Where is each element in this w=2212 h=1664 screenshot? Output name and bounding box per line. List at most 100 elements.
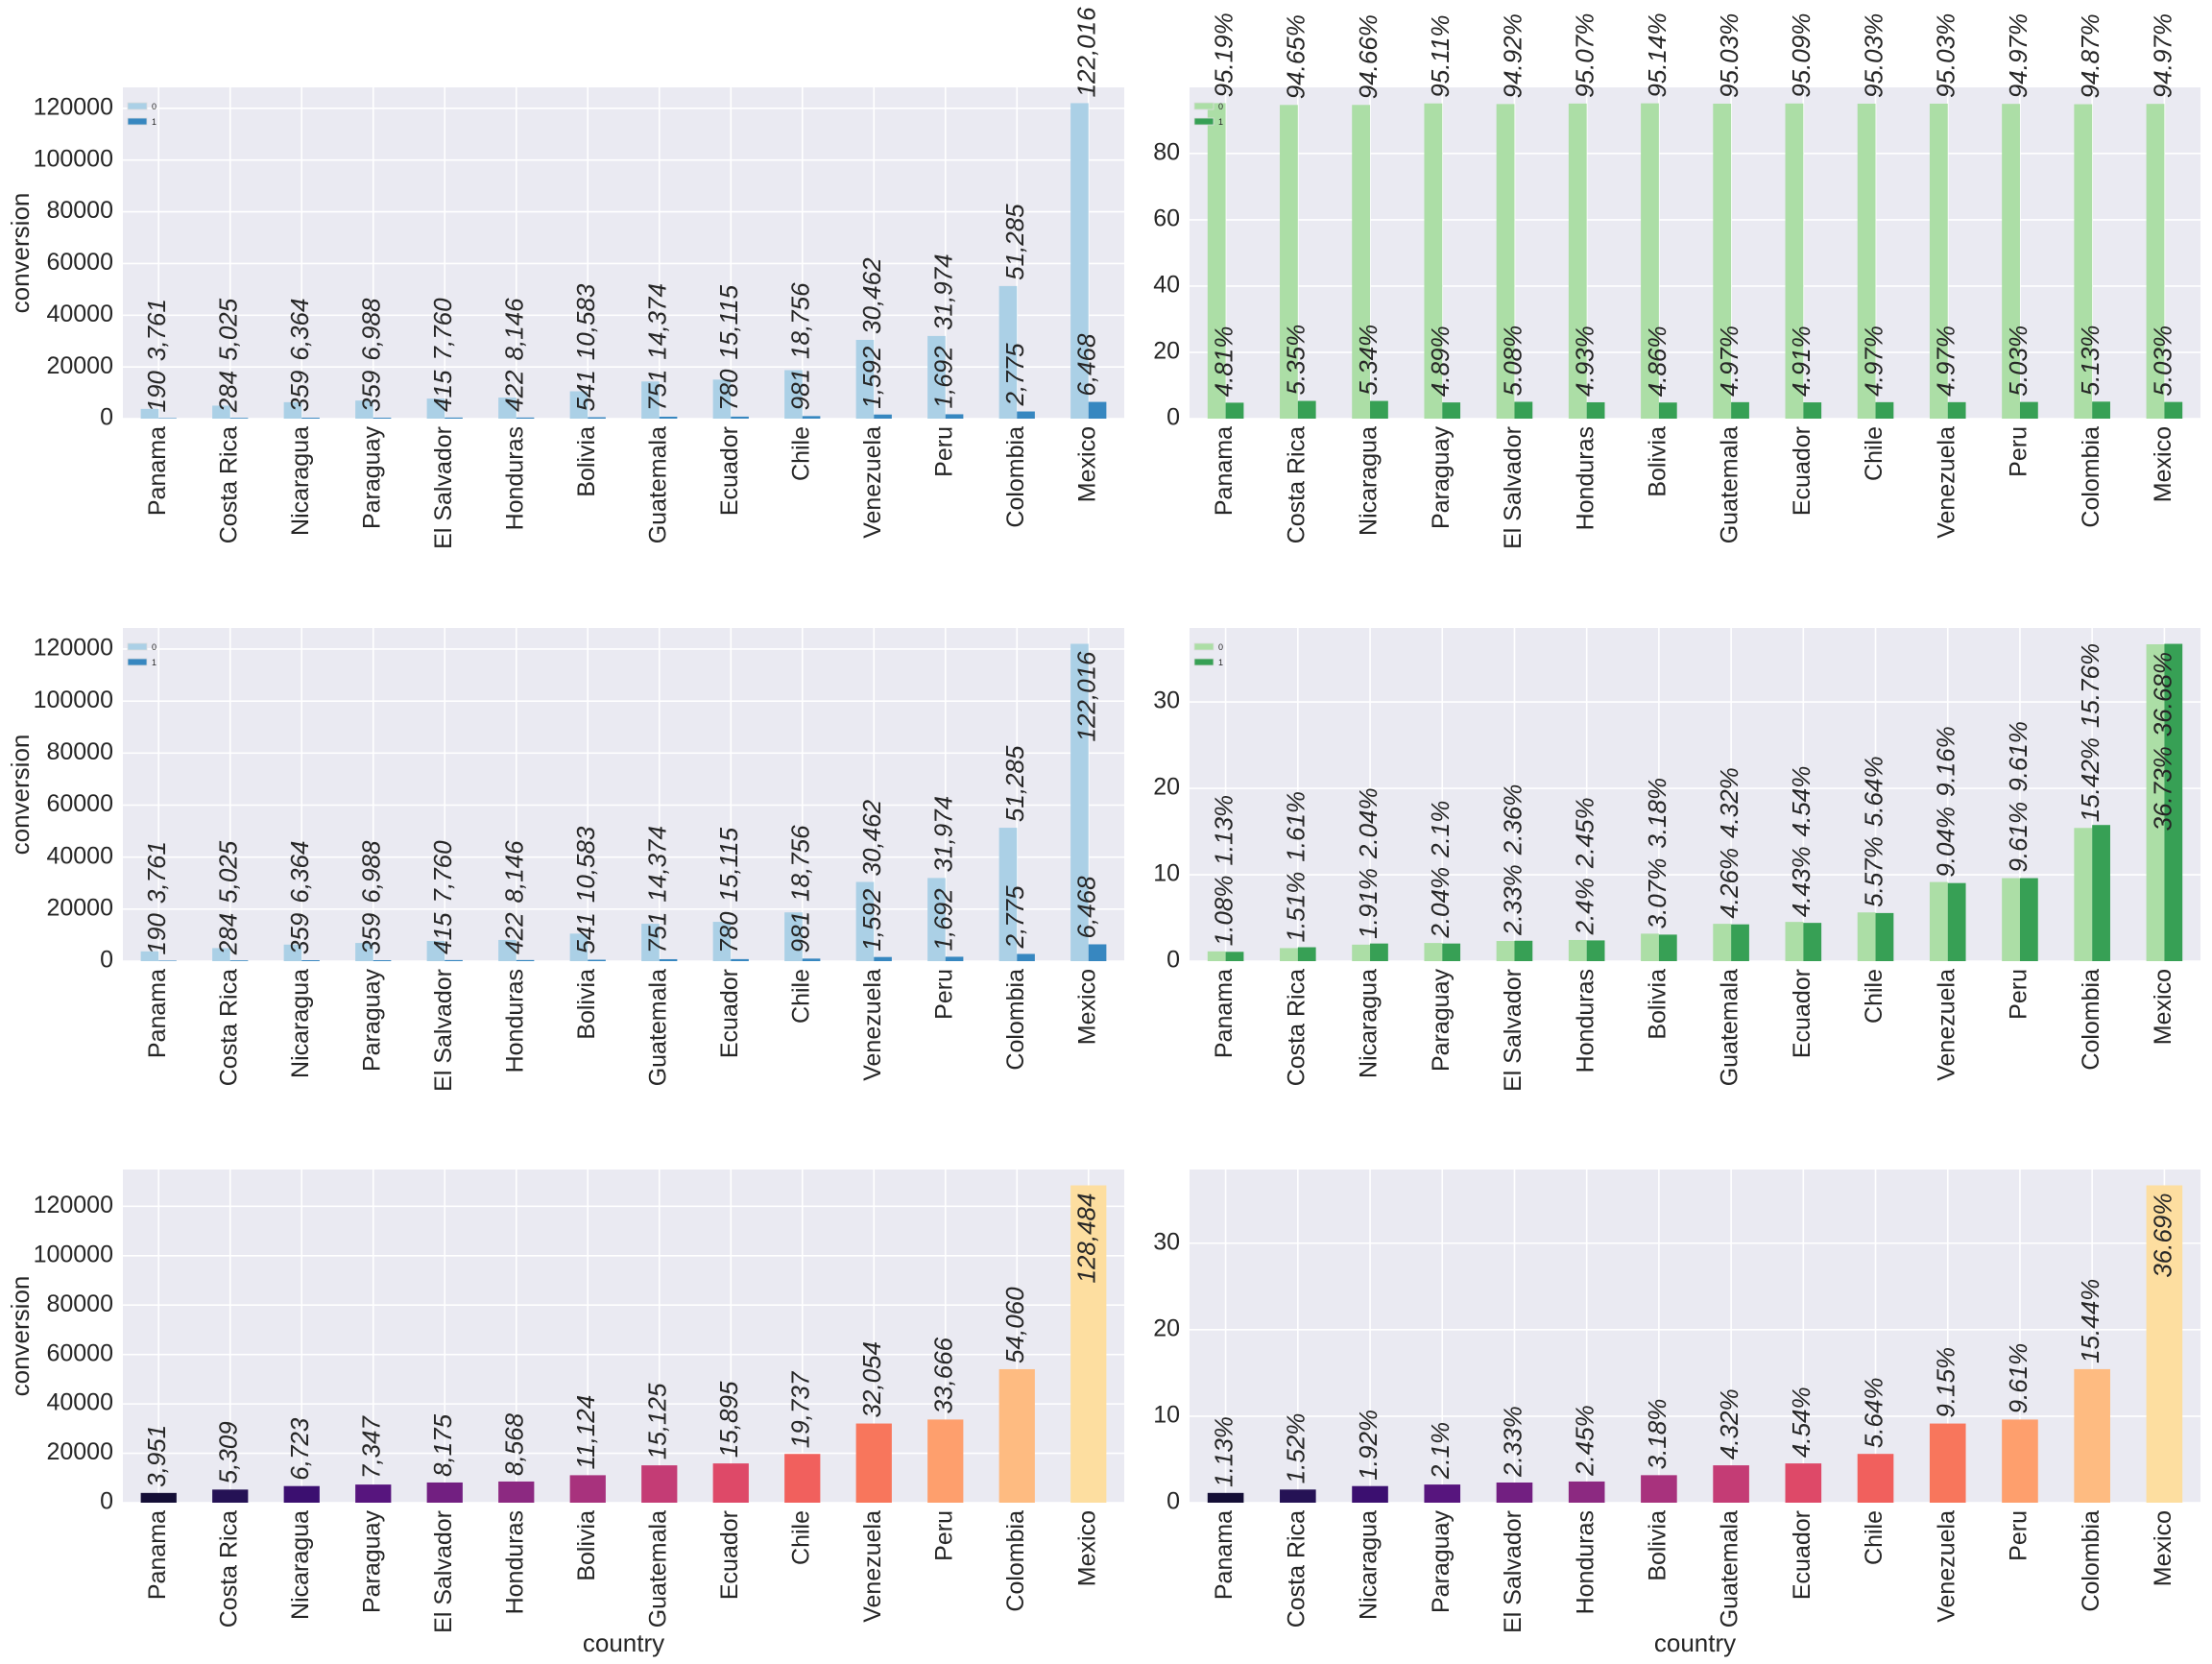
x-tick-label: Mexico [1073, 969, 1100, 1045]
data-label-1: 1.08% [1209, 876, 1238, 947]
bar-1-venezuela [874, 414, 892, 419]
bar-1-nicaragua [301, 418, 320, 419]
data-label-1: 780 [714, 369, 743, 411]
data-label-0: 5,025 [214, 840, 243, 904]
bar-0-el-salvador [1496, 941, 1515, 961]
bar-0-mexico [2146, 644, 2165, 961]
bar-1-bolivia [588, 417, 606, 419]
data-label-1: 359 [285, 913, 314, 954]
bar-0-venezuela [855, 881, 875, 961]
x-tick-label: Honduras [1572, 969, 1599, 1073]
data-label-1: 1,592 [857, 346, 886, 409]
bar-share-el-salvador [1496, 1483, 1533, 1503]
data-label-0: 95.11% [1426, 14, 1455, 97]
x-tick-label: Peru [2006, 1510, 2032, 1561]
data-label-1: 5.35% [1282, 325, 1310, 396]
data-label-1: 3.07% [1643, 858, 1671, 929]
x-tick-label: Bolivia [573, 426, 600, 497]
data-label-0: 10,583 [571, 283, 600, 360]
bar-1-el-salvador [1514, 940, 1533, 961]
bar-0-colombia [2074, 828, 2093, 961]
x-tick-label: Mexico [1073, 426, 1100, 502]
x-tick-label: Ecuador [1789, 969, 1815, 1058]
legend: 01 [1193, 642, 1223, 667]
x-tick-label: Paraguay [358, 426, 385, 530]
bar-1-el-salvador [445, 959, 463, 961]
y-axis-label: conversion [6, 735, 35, 856]
legend-swatch-1 [127, 658, 148, 666]
x-tick-label: Panama [1211, 969, 1238, 1058]
legend-swatch-1 [127, 117, 148, 126]
x-tick-label: Costa Rica [1283, 969, 1310, 1086]
subplot-3: 0 20000 40000 60000 80000 100000 120000 190 3,76… [6, 628, 1124, 1092]
y-tick-label: 0 [100, 947, 113, 974]
bar-0-colombia [2074, 104, 2093, 420]
data-label-1: 1,592 [857, 888, 886, 952]
legend-label: 0 [152, 102, 156, 111]
bar-total-chile [784, 1454, 821, 1503]
data-label-total: 128,484 [1072, 1194, 1101, 1284]
x-tick-label: Chile [787, 426, 814, 481]
bar-0-honduras [1568, 103, 1587, 419]
data-label-1: 4.89% [1426, 326, 1455, 397]
data-label-1: 2,775 [1000, 885, 1029, 950]
bar-0-nicaragua [283, 944, 302, 961]
data-label-0: 3,761 [142, 299, 171, 361]
x-tick-label: El Salvador [430, 426, 457, 549]
data-label-0: 95.07% [1571, 13, 1599, 98]
bar-0-guatemala [641, 924, 660, 961]
data-label-0: 4.54% [1787, 766, 1815, 837]
x-axis-label: country [583, 1628, 664, 1657]
bar-1-mexico [2164, 401, 2183, 419]
bar-0-peru [927, 878, 946, 961]
bar-1-mexico [2164, 643, 2183, 961]
x-tick-label: Venezuela [859, 426, 886, 539]
bar-0-panama [1207, 103, 1226, 420]
bar-total-honduras [498, 1481, 535, 1503]
data-label-share: 5.64% [1859, 1377, 1887, 1448]
bar-0-panama [140, 408, 159, 419]
x-tick-label: Costa Rica [1283, 1510, 1310, 1628]
data-label-0: 51,285 [1000, 204, 1029, 280]
bar-1-peru [2019, 878, 2038, 961]
bar-0-panama [140, 951, 159, 961]
data-label-total: 8,175 [428, 1413, 457, 1477]
data-label-0: 30,462 [857, 257, 886, 334]
data-label-0: 94.97% [2148, 13, 2176, 98]
data-label-share: 4.54% [1787, 1387, 1815, 1458]
data-label-1: 4.91% [1787, 326, 1815, 397]
bar-1-ecuador [731, 416, 749, 419]
data-label-1: 1,692 [929, 346, 958, 409]
data-label-1: 981 [786, 369, 815, 410]
data-label-1: 36.73% [2148, 746, 2176, 831]
bar-1-nicaragua [1370, 943, 1388, 961]
data-label-1: 415 [428, 912, 457, 954]
bar-0-colombia [998, 285, 1018, 419]
bar-total-bolivia [569, 1475, 606, 1503]
bar-1-panama [1225, 402, 1244, 419]
bar-0-panama [1207, 951, 1226, 961]
y-tick-label: 100000 [34, 687, 113, 713]
bar-1-venezuela [1947, 882, 1966, 961]
bar-1-costa-rica [229, 960, 249, 961]
x-tick-label: Venezuela [859, 1510, 886, 1623]
data-label-1: 359 [357, 371, 386, 412]
legend-label: 0 [1218, 102, 1223, 111]
data-label-0: 94.87% [2076, 13, 2104, 98]
data-label-0: 31,974 [929, 253, 958, 330]
bar-share-peru [2002, 1419, 2038, 1503]
data-label-0: 5,025 [214, 298, 243, 361]
x-tick-label: Guatemala [1717, 1510, 1743, 1628]
x-tick-label: Paraguay [358, 969, 385, 1073]
y-tick-label: 20 [1153, 1314, 1180, 1341]
data-label-1: 4.97% [1932, 326, 1960, 397]
y-tick-label: 0 [100, 404, 113, 431]
bar-1-venezuela [874, 956, 892, 961]
bar-1-paraguay [1442, 402, 1461, 419]
data-label-0: 2.45% [1571, 797, 1599, 869]
bar-0-ecuador [1785, 922, 1804, 961]
data-label-1: 4.97% [1715, 326, 1743, 397]
bar-1-bolivia [588, 959, 606, 961]
data-label-1: 2.36% [1498, 784, 1527, 856]
bar-0-costa-rica [1280, 105, 1298, 420]
